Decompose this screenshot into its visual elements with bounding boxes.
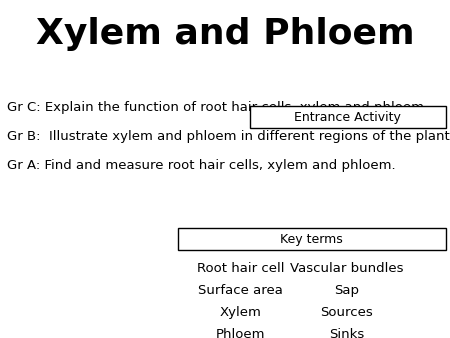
Bar: [178, 228, 446, 250]
Text: Sinks: Sinks: [329, 328, 364, 338]
Text: Surface area: Surface area: [198, 284, 283, 297]
Text: Entrance Activity: Entrance Activity: [294, 111, 401, 124]
Text: Key terms: Key terms: [280, 233, 343, 246]
Text: Gr A: Find and measure root hair cells, xylem and phloem.: Gr A: Find and measure root hair cells, …: [7, 159, 396, 172]
Text: Phloem: Phloem: [216, 328, 266, 338]
Text: Vascular bundles: Vascular bundles: [290, 262, 403, 275]
Bar: [250, 106, 446, 128]
Text: Sources: Sources: [320, 306, 373, 319]
Text: Xylem and Phloem: Xylem and Phloem: [36, 17, 414, 51]
Text: Gr C: Explain the function of root hair cells, xylem and phloem.: Gr C: Explain the function of root hair …: [7, 101, 428, 114]
Text: Root hair cell: Root hair cell: [197, 262, 284, 275]
Text: Xylem: Xylem: [220, 306, 262, 319]
Text: Gr B:  Illustrate xylem and phloem in different regions of the plant.: Gr B: Illustrate xylem and phloem in dif…: [7, 130, 450, 143]
Text: Sap: Sap: [334, 284, 359, 297]
